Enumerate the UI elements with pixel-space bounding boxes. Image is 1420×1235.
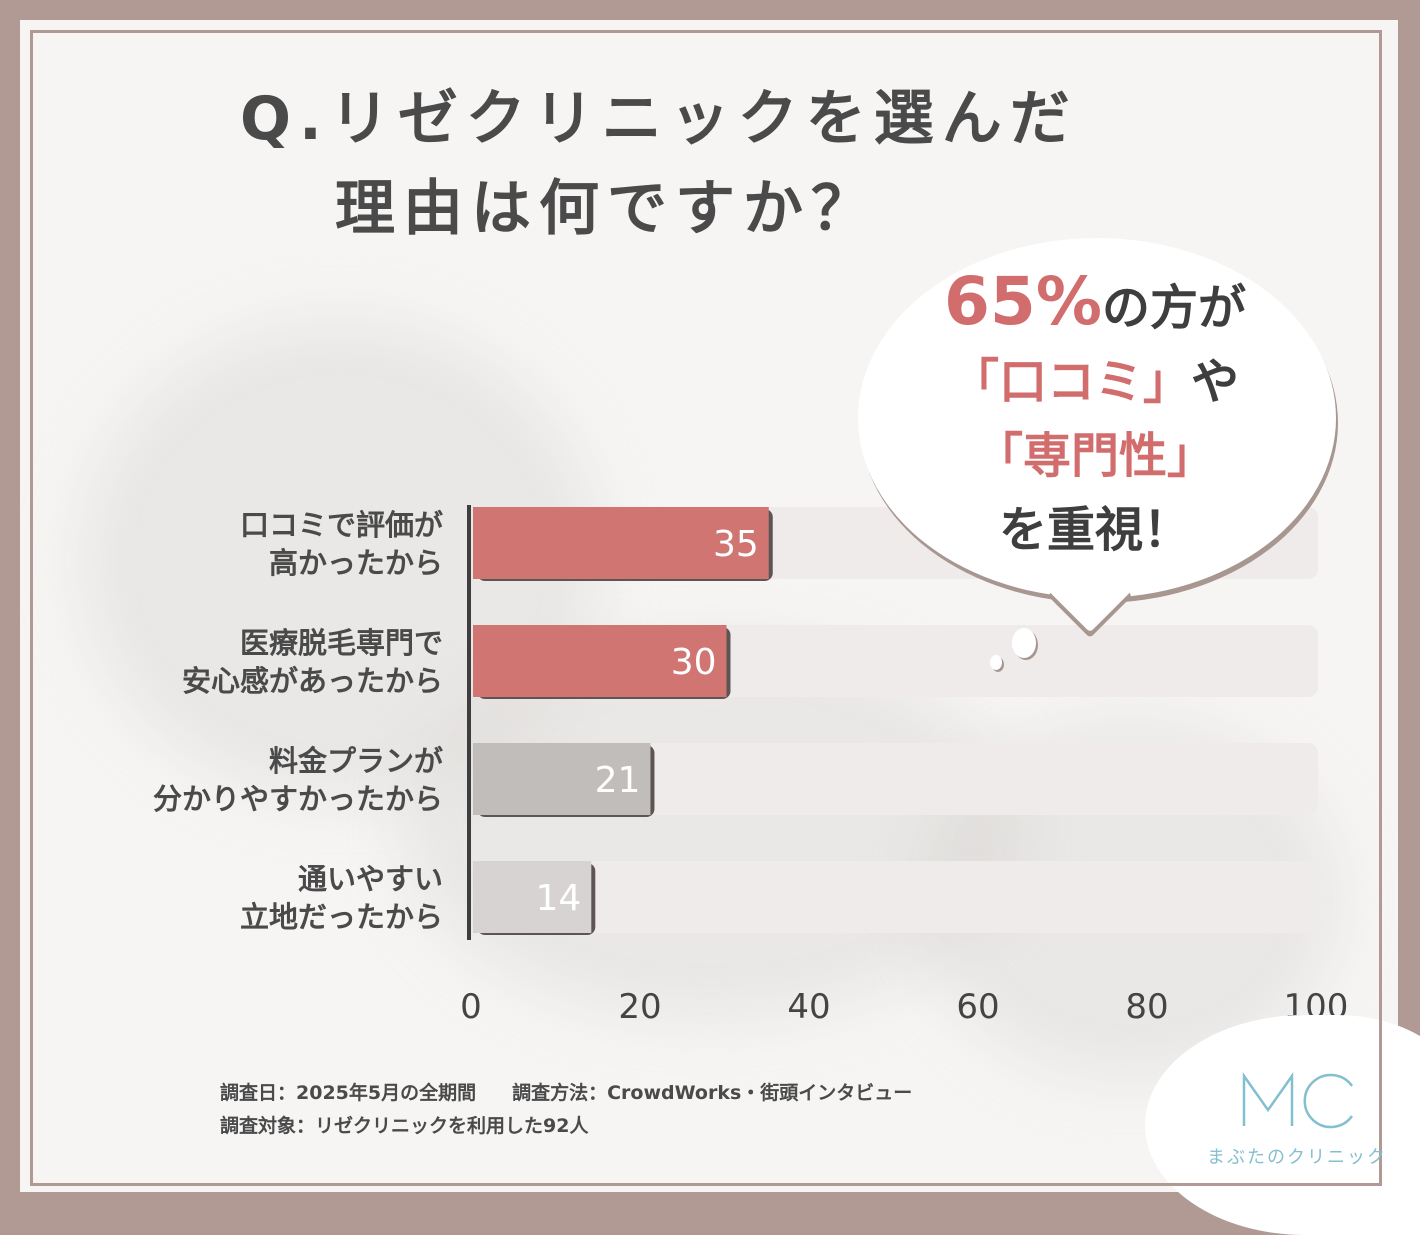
callout-line1-rest: の方が (1101, 280, 1246, 336)
bar-track (473, 861, 1318, 933)
callout-line2: 「口コミ」や (880, 345, 1310, 419)
callout-quote-kuchikomi: 「口コミ」 (950, 354, 1191, 410)
x-tick-labels: 0 20 40 60 80 100 (460, 987, 1348, 1027)
category-label: 高かったから (269, 546, 443, 580)
bar (473, 507, 769, 579)
logo-background (1145, 1015, 1420, 1235)
bar (473, 625, 727, 697)
thought-dot (990, 655, 1002, 670)
category-label: 分かりやすかったから (153, 782, 443, 816)
bar-value-label: 30 (671, 642, 717, 683)
category-label: 医療脱毛専門で (240, 626, 443, 660)
callout-percent: 65% (944, 263, 1102, 340)
survey-method: 調査方法：CrowdWorks・街頭インタビュー (512, 1082, 913, 1104)
chart-title-line2: 理由は何ですか？ (335, 174, 879, 244)
bar (473, 743, 651, 815)
survey-target: 調査対象：リゼクリニックを利用した92人 (220, 1115, 589, 1137)
callout-line1: 65%の方が (880, 265, 1310, 345)
chart-title-line1: Q.リゼクリニックを選んだ (240, 84, 1078, 154)
logo-c-icon (1303, 1073, 1354, 1129)
thought-dot (1012, 628, 1036, 658)
bar-track (473, 743, 1318, 815)
x-tick-label: 60 (956, 987, 999, 1027)
survey-date: 調査日：2025年5月の全期間 (220, 1082, 477, 1104)
category-label: 料金プランが (269, 744, 443, 778)
footnote-line1: 調査日：2025年5月の全期間 調査方法：CrowdWorks・街頭インタビュー (220, 1078, 912, 1105)
callout-line2-rest: や (1191, 354, 1240, 410)
category-label: 安心感があったから (182, 664, 443, 698)
logo-m-icon (1242, 1072, 1294, 1126)
x-tick-label: 80 (1125, 987, 1168, 1027)
x-tick-label: 40 (787, 987, 830, 1027)
bar-value-label: 14 (535, 878, 581, 919)
background-shadow (400, 640, 1020, 1020)
logo-mark (1242, 1072, 1354, 1129)
bars: 35 30 21 14 (473, 507, 773, 935)
category-label: 立地だったから (240, 900, 443, 934)
x-tick-label: 0 (460, 987, 482, 1027)
x-tick-label: 20 (618, 987, 661, 1027)
bar-value-label: 35 (713, 524, 759, 565)
category-labels: 口コミで評価が高かったから医療脱毛専門で安心感があったから料金プランが分かりやす… (153, 508, 443, 934)
callout-line3: 「専門性」 (880, 419, 1310, 493)
callout-quote-senmonsei: 「専門性」 (974, 428, 1215, 484)
category-label: 口コミで評価が (240, 508, 443, 542)
callout-text: 65%の方が 「口コミ」や 「専門性」 を重視！ (880, 265, 1310, 567)
speech-bubble (858, 238, 1336, 598)
bar (473, 861, 592, 933)
bar-value-label: 21 (595, 760, 641, 801)
logo-name: まぶたのクリニック (1207, 1147, 1387, 1168)
category-label: 通いやすい (298, 862, 443, 896)
callout-line4: を重視！ (998, 502, 1191, 558)
